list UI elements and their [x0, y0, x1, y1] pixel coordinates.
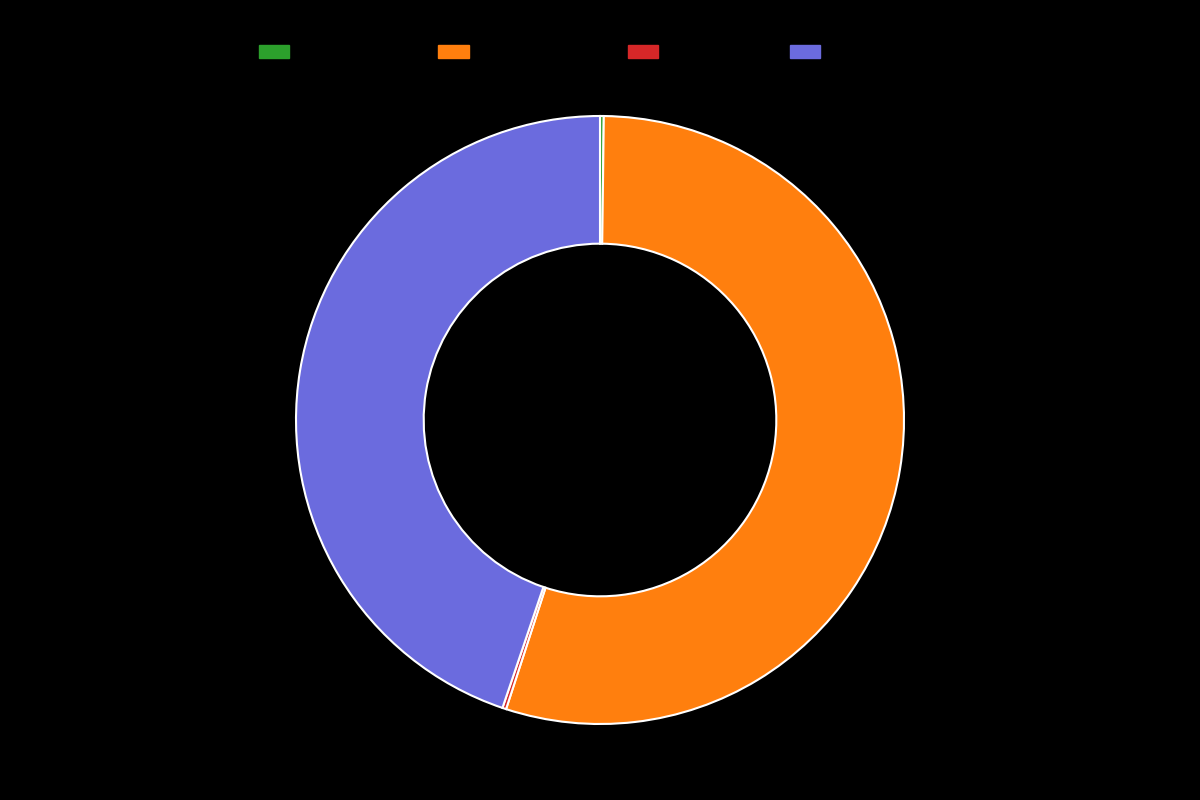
Wedge shape: [503, 587, 546, 709]
Wedge shape: [600, 116, 604, 244]
Wedge shape: [296, 116, 600, 708]
Legend: Green Category, Orange Category, Red Category, Blue Category: Green Category, Orange Category, Red Cat…: [254, 40, 946, 64]
Wedge shape: [506, 116, 904, 724]
